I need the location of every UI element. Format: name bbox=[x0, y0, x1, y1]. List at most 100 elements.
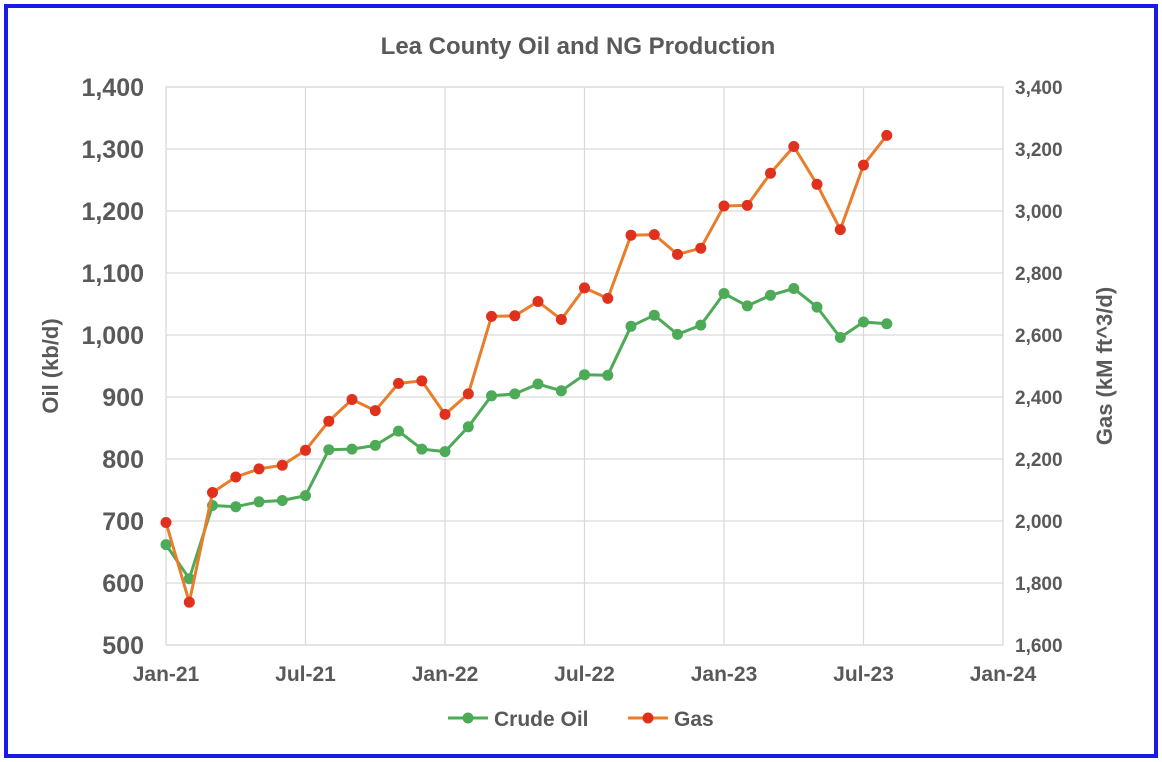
data-point-gas bbox=[393, 377, 404, 389]
y-left-tick-label: 1,400 bbox=[81, 74, 144, 102]
series-line-gas bbox=[164, 134, 888, 604]
y-left-axis-label: Oil (kb/d) bbox=[38, 318, 63, 413]
data-point-crude-oil bbox=[183, 573, 195, 585]
chart-title: Lea County Oil and NG Production bbox=[381, 33, 776, 60]
data-point-gas bbox=[207, 487, 218, 498]
data-point-gas bbox=[300, 444, 311, 456]
data-point-crude-oil bbox=[834, 332, 846, 343]
data-point-crude-oil bbox=[160, 539, 172, 551]
data-point-gas bbox=[416, 375, 428, 387]
data-point-crude-oil bbox=[300, 490, 311, 502]
data-point-crude-oil bbox=[393, 425, 404, 437]
y-left-tick-label: 1,300 bbox=[81, 136, 144, 164]
y-right-tick-label: 2,400 bbox=[1015, 388, 1063, 409]
chart-frame bbox=[4, 4, 1158, 758]
data-point-crude-oil bbox=[881, 318, 893, 330]
y-right-tick-label: 1,600 bbox=[1015, 636, 1063, 657]
x-tick-label: Jul-23 bbox=[833, 663, 894, 686]
data-point-gas bbox=[765, 167, 776, 179]
legend-item-gas: Gas bbox=[628, 708, 714, 731]
data-point-gas bbox=[672, 248, 683, 260]
data-point-gas bbox=[439, 408, 451, 420]
data-point-crude-oil bbox=[648, 309, 660, 321]
data-point-crude-oil bbox=[486, 390, 497, 402]
data-point-crude-oil bbox=[346, 443, 358, 455]
y-right-tick-label: 3,400 bbox=[1015, 78, 1063, 99]
gridlines bbox=[165, 86, 1004, 646]
data-point-gas bbox=[718, 200, 730, 212]
data-point-crude-oil bbox=[416, 443, 428, 455]
data-point-crude-oil bbox=[765, 289, 776, 301]
data-point-gas bbox=[648, 229, 660, 241]
data-point-gas bbox=[369, 405, 381, 417]
x-tick-label: Jul-21 bbox=[275, 663, 336, 686]
data-point-crude-oil bbox=[858, 316, 869, 328]
y-right-tick-label: 2,800 bbox=[1015, 264, 1063, 285]
y-right-tick-label: 2,200 bbox=[1015, 450, 1063, 471]
data-point-crude-oil bbox=[509, 388, 521, 400]
data-point-gas bbox=[486, 310, 497, 322]
y-left-tick-label: 1,000 bbox=[81, 322, 144, 350]
data-point-gas bbox=[834, 224, 846, 236]
data-point-crude-oil bbox=[811, 301, 823, 313]
data-point-crude-oil bbox=[532, 378, 544, 390]
data-point-crude-oil bbox=[602, 369, 614, 381]
data-point-crude-oil bbox=[323, 444, 335, 456]
data-point-gas bbox=[741, 199, 753, 211]
y-left-tick-label: 900 bbox=[102, 384, 144, 412]
data-point-gas bbox=[695, 242, 707, 254]
legend-label-crude-oil: Crude Oil bbox=[494, 708, 589, 731]
data-point-gas bbox=[509, 310, 521, 322]
data-point-crude-oil bbox=[741, 300, 753, 312]
y-left-tick-label: 500 bbox=[102, 632, 144, 660]
y-right-axis-label: Gas (kM ft^3/d) bbox=[1092, 287, 1117, 445]
y-left-tick-label: 1,200 bbox=[81, 198, 144, 226]
x-tick-label: Jan-23 bbox=[691, 663, 758, 686]
x-tick-label: Jan-22 bbox=[412, 663, 479, 686]
data-point-crude-oil bbox=[555, 385, 567, 397]
series-line-crude-oil bbox=[164, 287, 887, 581]
data-point-gas bbox=[881, 129, 893, 141]
plot-area-border bbox=[165, 86, 1004, 646]
data-point-gas bbox=[579, 282, 590, 294]
data-point-gas bbox=[253, 463, 265, 475]
y-right-tick-labels: 1,600 1,800 2,000 2,200 2,400 2,600 2,800 3,000… bbox=[1015, 78, 1063, 657]
data-point-crude-oil bbox=[230, 501, 242, 513]
y-right-tick-label: 3,000 bbox=[1015, 202, 1063, 223]
y-left-tick-label: 700 bbox=[102, 508, 144, 536]
legend-item-crude-oil: Crude Oil bbox=[448, 708, 589, 731]
y-left-tick-label: 800 bbox=[102, 446, 144, 474]
data-point-crude-oil bbox=[369, 439, 381, 451]
y-right-tick-label: 3,200 bbox=[1015, 140, 1063, 161]
data-point-gas bbox=[323, 415, 335, 427]
data-point-gas bbox=[555, 314, 567, 325]
data-point-gas bbox=[230, 471, 242, 483]
data-point-gas bbox=[183, 596, 195, 608]
data-point-crude-oil bbox=[439, 446, 451, 458]
x-tick-label: Jul-22 bbox=[554, 663, 615, 686]
y-right-tick-label: 2,000 bbox=[1015, 512, 1063, 533]
data-point-gas bbox=[276, 459, 288, 471]
x-tick-label: Jan-21 bbox=[133, 663, 200, 686]
data-point-gas bbox=[532, 296, 544, 307]
data-point-crude-oil bbox=[625, 320, 637, 332]
data-point-gas bbox=[160, 517, 172, 528]
data-point-crude-oil bbox=[462, 421, 474, 433]
data-point-crude-oil bbox=[788, 283, 800, 294]
legend: Crude Oil Gas bbox=[448, 708, 714, 731]
data-point-crude-oil bbox=[579, 369, 590, 381]
legend-label-gas: Gas bbox=[674, 708, 714, 731]
data-point-gas bbox=[788, 141, 800, 152]
data-point-gas bbox=[811, 178, 823, 190]
data-point-crude-oil bbox=[718, 288, 730, 299]
y-right-tick-label: 2,600 bbox=[1015, 326, 1063, 347]
x-tick-labels: Jan-21 Jul-21 Jan-22 Jul-22 Jan-23 Jul-23 Jan-… bbox=[133, 663, 1037, 686]
data-point-crude-oil bbox=[695, 319, 707, 331]
series-layer bbox=[160, 129, 893, 608]
data-point-crude-oil bbox=[253, 496, 265, 508]
data-point-crude-oil bbox=[672, 328, 683, 340]
data-point-gas bbox=[858, 159, 869, 171]
data-point-crude-oil bbox=[276, 495, 288, 506]
data-point-gas bbox=[625, 229, 637, 241]
